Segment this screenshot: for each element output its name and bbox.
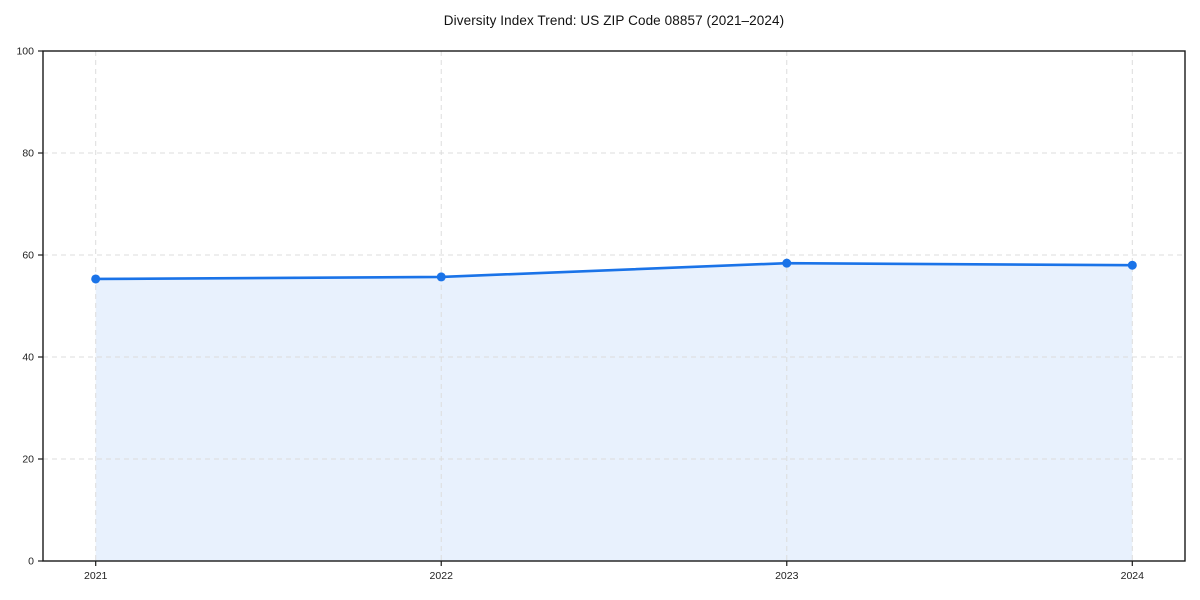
x-tick-label: 2024 (1121, 570, 1145, 582)
y-tick-label: 60 (22, 250, 34, 262)
y-tick-label: 40 (22, 352, 34, 364)
plot-border (42, 50, 1186, 562)
x-tick-label: 2021 (84, 570, 108, 582)
trend-line (94, 261, 1134, 281)
y-tick-label: 0 (28, 556, 34, 568)
y-tick-label: 20 (22, 454, 34, 466)
y-tick-label: 100 (16, 46, 34, 58)
x-tick-label: 2022 (430, 570, 454, 582)
y-tick-label: 80 (22, 148, 34, 160)
x-tick-label: 2023 (775, 570, 799, 582)
chart-title: Diversity Index Trend: US ZIP Code 08857… (443, 13, 785, 28)
data-point-marker (1127, 260, 1137, 270)
data-point-marker (782, 258, 792, 268)
trend-area (95, 263, 1133, 561)
data-point-marker (436, 272, 446, 282)
data-point-marker (91, 274, 101, 284)
